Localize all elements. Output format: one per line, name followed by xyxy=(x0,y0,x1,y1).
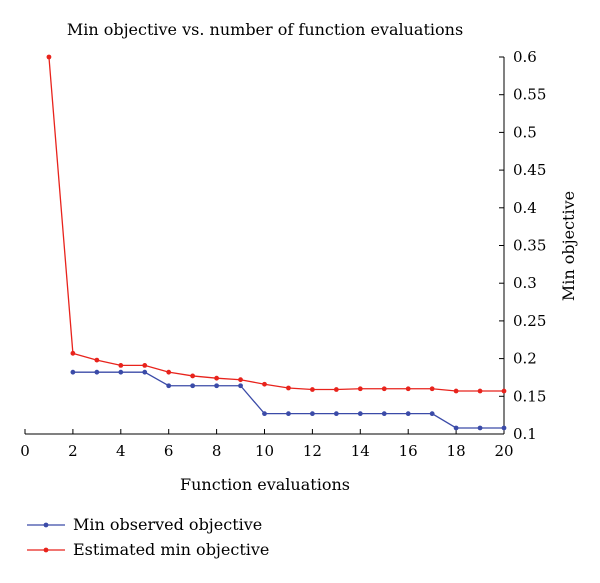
legend-item: Min observed objective xyxy=(27,515,262,534)
data-point xyxy=(46,54,52,60)
y-axis-label: Min objective xyxy=(559,191,578,301)
data-point xyxy=(190,383,196,389)
legend: Min observed objective Estimated min obje… xyxy=(27,515,269,559)
data-point xyxy=(477,388,483,394)
x-tick-label: 4 xyxy=(116,442,126,460)
data-point xyxy=(214,383,220,389)
x-tick-label: 16 xyxy=(399,442,418,460)
series-layer xyxy=(46,54,507,431)
data-point xyxy=(238,377,243,383)
data-point xyxy=(357,386,363,392)
data-point xyxy=(214,375,220,381)
y-tick-label: 0.35 xyxy=(513,237,546,255)
data-point xyxy=(190,373,196,379)
y-tick-label: 0.55 xyxy=(513,86,546,104)
data-point xyxy=(501,388,507,394)
data-point xyxy=(310,387,315,392)
data-point xyxy=(166,383,172,389)
data-point xyxy=(357,411,363,417)
data-point xyxy=(238,383,243,389)
data-point xyxy=(381,411,387,417)
x-tick-label: 8 xyxy=(212,442,222,460)
x-tick-label: 20 xyxy=(494,442,513,460)
x-tick-label: 6 xyxy=(164,442,174,460)
data-point xyxy=(501,425,507,431)
y-tick-label: 0.15 xyxy=(513,387,546,405)
data-point xyxy=(429,386,435,392)
data-point xyxy=(262,411,267,417)
data-point xyxy=(94,369,100,375)
axes xyxy=(25,57,505,435)
data-point xyxy=(405,411,411,417)
y-axis-ticks: 0.1 0.15 0.2 0.25 0.3 0.35 0.4 0.45 0.5 0.55 0.6 xyxy=(499,48,546,443)
x-tick-label: 10 xyxy=(255,442,274,460)
x-tick-label: 12 xyxy=(303,442,322,460)
data-point xyxy=(477,425,483,431)
y-tick-label: 0.5 xyxy=(513,123,537,141)
data-point xyxy=(381,386,387,392)
data-point xyxy=(166,369,172,375)
x-tick-label: 0 xyxy=(20,442,30,460)
data-point xyxy=(142,369,148,375)
chart-title: Min objective vs. number of function eva… xyxy=(67,20,463,39)
x-tick-label: 18 xyxy=(447,442,466,460)
x-tick-label: 2 xyxy=(68,442,78,460)
y-tick-label: 0.6 xyxy=(513,48,537,66)
data-point xyxy=(142,362,148,368)
data-point xyxy=(405,386,411,392)
y-tick-label: 0.3 xyxy=(513,274,537,292)
data-point xyxy=(118,369,124,375)
data-point xyxy=(333,411,339,417)
data-point xyxy=(333,387,339,392)
series-line xyxy=(72,371,504,429)
y-tick-label: 0.25 xyxy=(513,312,546,330)
data-point xyxy=(70,369,76,375)
y-tick-label: 0.45 xyxy=(513,161,546,179)
x-axis-label: Function evaluations xyxy=(180,475,350,494)
y-tick-label: 0.2 xyxy=(513,350,537,368)
series-2 xyxy=(46,54,507,394)
y-tick-label: 0.4 xyxy=(513,199,537,217)
data-point xyxy=(70,350,76,356)
legend-label: Estimated min objective xyxy=(73,540,269,559)
data-point xyxy=(262,381,267,387)
legend-item: Estimated min objective xyxy=(27,540,269,559)
data-point xyxy=(453,425,459,431)
data-point xyxy=(429,411,435,417)
series-line xyxy=(48,56,504,392)
data-point xyxy=(118,362,124,368)
legend-label: Min observed objective xyxy=(73,515,262,534)
data-point xyxy=(286,411,291,417)
data-point xyxy=(453,388,459,394)
data-point xyxy=(286,385,291,391)
data-point xyxy=(310,411,315,417)
data-point xyxy=(94,357,100,363)
x-tick-label: 14 xyxy=(351,442,370,460)
legend-swatch-marker xyxy=(43,522,49,528)
legend-swatch-marker xyxy=(43,547,49,553)
series-1 xyxy=(70,369,507,431)
y-tick-label: 0.1 xyxy=(513,425,537,443)
